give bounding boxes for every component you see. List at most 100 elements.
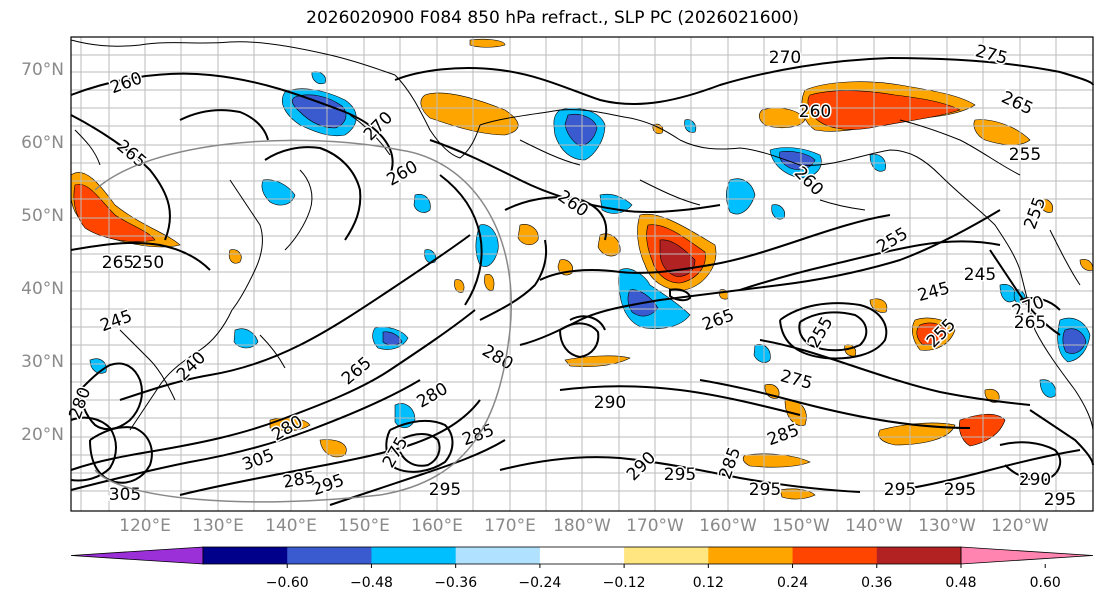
colorbar-max-extend — [960, 546, 1094, 565]
isobar-contour — [739, 240, 1001, 291]
colorbar-bin — [287, 547, 372, 564]
contour-label: 295 — [944, 480, 976, 500]
longitude-label: 160°W — [699, 516, 757, 536]
colorbar-bin — [708, 547, 794, 564]
contour-label: 280 — [478, 341, 516, 375]
anomaly-patch — [597, 233, 621, 257]
isobar-contour — [989, 249, 1061, 336]
longitude-label: 130°E — [192, 516, 244, 536]
anomaly-patch — [564, 355, 631, 368]
contour-label: 265 — [998, 88, 1036, 120]
contour-label: 245 — [98, 306, 135, 336]
contour-label: 285 — [765, 420, 802, 450]
colorbar — [70, 546, 1094, 568]
isobar-contour — [759, 339, 1031, 406]
isobar-contour — [329, 439, 506, 506]
colorbar-bin — [203, 547, 288, 564]
longitude-label: 150°E — [338, 516, 390, 536]
contour-label: 260 — [108, 68, 145, 98]
colorbar-tick-label: −0.36 — [434, 575, 478, 591]
isobar-contour — [179, 109, 269, 141]
latitude-label: 60°N — [21, 133, 64, 153]
isobar-contour — [70, 379, 421, 491]
contour-label: 240 — [173, 348, 210, 385]
colorbar-bin — [876, 547, 962, 564]
longitude-label: 180°W — [553, 516, 611, 536]
isobar-contour — [79, 362, 143, 431]
anomaly-patch — [779, 488, 816, 500]
contour-label: 295 — [429, 480, 461, 500]
anomaly-patch — [89, 358, 107, 374]
longitude-label: 130°W — [918, 516, 976, 536]
anomaly-patch — [564, 113, 598, 147]
map-frame — [70, 36, 1094, 512]
contour-label: 260 — [799, 102, 831, 122]
anomaly-patch — [742, 453, 811, 468]
colorbar-bin — [371, 547, 457, 564]
longitude-label: 170°W — [626, 516, 684, 536]
anomaly-patch — [916, 322, 949, 345]
contour-label: 295 — [1044, 490, 1076, 510]
coastline — [229, 179, 263, 311]
anomaly-patch — [771, 204, 785, 220]
contour-label: 280 — [268, 412, 306, 446]
colorbar-outline — [202, 546, 962, 565]
isobar-contour — [89, 426, 153, 484]
coastline — [679, 139, 941, 176]
contour-label: 245 — [964, 265, 996, 285]
isobar-contour — [559, 385, 801, 416]
longitude-label: 170°E — [484, 516, 536, 536]
isobar-contour — [798, 311, 868, 352]
coastline — [349, 114, 391, 156]
isobar-contour — [70, 241, 211, 271]
anomaly-patch — [291, 94, 347, 129]
anomaly-patch — [420, 92, 519, 136]
contour-label: 275 — [778, 366, 815, 394]
contour-label: 280 — [413, 379, 451, 413]
coastline — [519, 139, 581, 166]
colorbar-bin — [792, 547, 878, 564]
isobar-contour — [70, 114, 171, 241]
coastline — [259, 334, 286, 369]
isobar-contour — [394, 56, 1094, 105]
colorbar-tick-label: 0.60 — [1029, 575, 1061, 591]
contour-label: 280 — [65, 385, 95, 422]
contour-label: 295 — [884, 480, 916, 500]
anomaly-patch — [319, 439, 347, 458]
colorbar-tick-label: 0.24 — [776, 575, 809, 591]
colorbar-tick-label: 0.36 — [861, 575, 893, 591]
anomaly-patch — [261, 179, 296, 206]
anomaly-patch — [228, 249, 242, 264]
isobar-contour — [899, 449, 1081, 491]
contour-label: 285 — [715, 445, 745, 482]
isobar-contour — [385, 419, 454, 473]
contour-label: 265 — [700, 305, 737, 335]
anomaly-patch — [999, 284, 1016, 303]
anomaly-patch — [469, 38, 506, 48]
contour-label: 255 — [1009, 145, 1041, 165]
colorbar-tick-label: −0.12 — [602, 575, 646, 591]
coastline — [129, 309, 233, 431]
longitude-label: 140°W — [845, 516, 903, 536]
latitude-label: 50°N — [21, 206, 64, 226]
anomaly-patch — [454, 279, 465, 293]
forecast-region-outline — [94, 139, 512, 503]
longitude-label: 120°E — [119, 516, 171, 536]
isobar-contour — [779, 302, 888, 360]
colorbar-tick-label: −0.60 — [265, 575, 309, 591]
anomaly-patch — [959, 413, 1006, 447]
colorbar-tick-label: 0.48 — [945, 575, 977, 591]
isobar-contour — [70, 309, 476, 471]
isobar-contour — [1019, 297, 1061, 311]
isobar-contour — [504, 196, 608, 241]
contour-label: 290 — [1019, 470, 1051, 490]
anomaly-patch — [759, 107, 806, 129]
coastline — [1049, 229, 1081, 286]
coastline — [899, 119, 1021, 176]
isobar-contour — [1029, 409, 1094, 466]
isobar-contour — [479, 239, 548, 321]
longitude-label: 120°W — [991, 516, 1049, 536]
anomaly-patch — [1079, 259, 1094, 271]
coastline — [74, 129, 101, 166]
colorbar-tick-label: −0.24 — [518, 575, 562, 591]
